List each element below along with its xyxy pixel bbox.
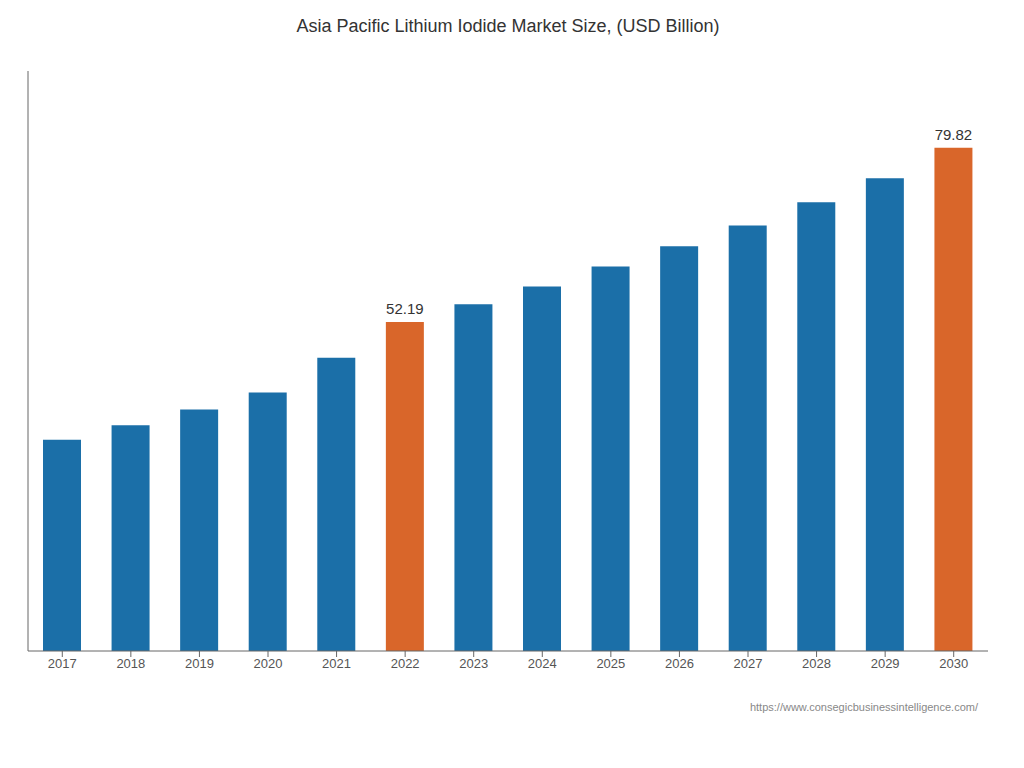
svg-text:2019: 2019 xyxy=(185,656,214,671)
html-text:https://www.consegicbusinessin: https://www.consegicbusinessintelligence… xyxy=(749,701,978,713)
svg-text:2027: 2027 xyxy=(734,656,763,671)
html-text:Asia Pacific Lithium Iodide Ma: Asia Pacific Lithium Iodide Market Size,… xyxy=(296,16,720,36)
svg-text:2025: 2025 xyxy=(596,656,625,671)
svg-text:2024: 2024 xyxy=(528,656,557,671)
svg-text:52.19: 52.19 xyxy=(386,300,424,317)
svg-text:79.82: 79.82 xyxy=(935,126,973,143)
svg-text:2023: 2023 xyxy=(459,656,488,671)
svg-text:2026: 2026 xyxy=(665,656,694,671)
svg-text:2030: 2030 xyxy=(939,656,968,671)
svg-text:2022: 2022 xyxy=(391,656,420,671)
svg-text:2018: 2018 xyxy=(116,656,145,671)
svg-text:2020: 2020 xyxy=(254,656,283,671)
svg-text:2029: 2029 xyxy=(871,656,900,671)
svg-text:2028: 2028 xyxy=(802,656,831,671)
svg-text:2021: 2021 xyxy=(322,656,351,671)
svg-text:2017: 2017 xyxy=(48,656,77,671)
